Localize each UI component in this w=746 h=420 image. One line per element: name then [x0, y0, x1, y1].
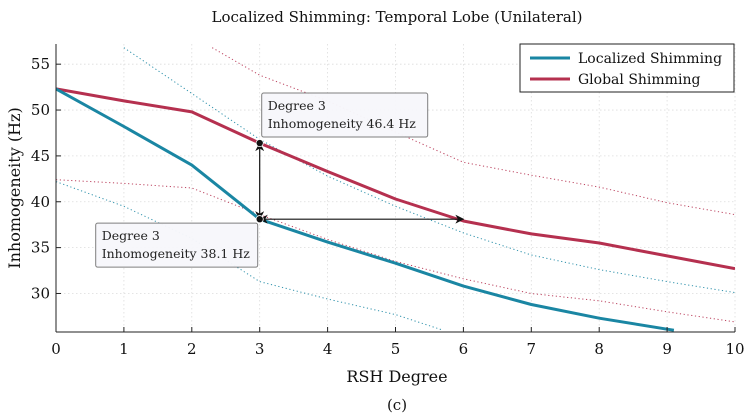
annotation-box-1: [95, 222, 259, 268]
series-lines: [56, 87, 735, 332]
x-tick-label: 2: [187, 340, 197, 358]
annotation-text-0-1: Inhomogeneity 46.4 Hz: [268, 116, 417, 131]
y-tick-label: 30: [31, 284, 50, 302]
x-tick-label: 9: [662, 340, 672, 358]
x-tick-label: 8: [594, 340, 604, 358]
annotation-text-1-1: Inhomogeneity 38.1 Hz: [102, 246, 251, 261]
x-axis-label: RSH Degree: [346, 367, 447, 386]
series-line-1: [56, 87, 735, 271]
y-axis-ticks: 30 35 40 45 50 55: [31, 55, 61, 302]
x-axis-ticks: 0 1 2 3 4 5 6 7 8 9 10: [51, 327, 745, 358]
chart-title: Localized Shimming: Temporal Lobe (Unila…: [212, 8, 583, 26]
annotation-text-1-0: Degree 3: [102, 228, 160, 243]
figure-caption: (c): [387, 396, 407, 414]
x-tick-label: 5: [391, 340, 401, 358]
y-tick-label: 50: [31, 101, 50, 119]
y-axis-label: Inhomogeneity (Hz): [5, 107, 24, 268]
x-tick-label: 10: [725, 340, 744, 358]
x-tick-label: 7: [527, 340, 537, 358]
annotations: Degree 3 Inhomogeneity 46.4 Hz Degree 3 Inh…: [95, 92, 429, 268]
x-tick-label: 6: [459, 340, 469, 358]
legend-label-0: Localized Shimming: [578, 51, 722, 67]
y-tick-label: 40: [31, 193, 50, 211]
legend-label-1: Global Shimming: [578, 72, 700, 88]
series-0-band-lower: [56, 181, 444, 331]
legend-box: [519, 43, 735, 93]
x-tick-label: 1: [119, 340, 129, 358]
y-tick-label: 45: [31, 147, 50, 165]
series-line-0: [56, 87, 675, 332]
x-tick-label: 3: [255, 340, 265, 358]
annotation-box-0: [261, 92, 429, 138]
arrows: [255, 142, 465, 224]
annotation-marker-0: [255, 139, 264, 148]
annotation-text-0-0: Degree 3: [268, 98, 326, 113]
y-tick-label: 55: [31, 55, 50, 73]
x-tick-label: 0: [51, 340, 61, 358]
confidence-bands: [56, 47, 735, 331]
y-tick-label: 35: [31, 239, 50, 257]
legend: Localized Shimming Global Shimming: [519, 43, 735, 93]
annotation-marker-1: [255, 215, 264, 224]
x-tick-label: 4: [323, 340, 333, 358]
